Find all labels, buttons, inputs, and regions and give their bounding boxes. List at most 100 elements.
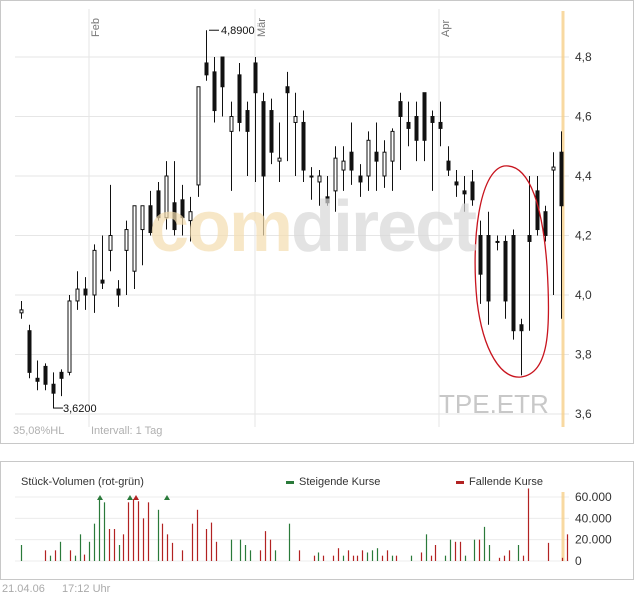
candle-body [229, 116, 234, 132]
candle [333, 146, 338, 212]
candle-body [503, 240, 508, 302]
candle [511, 229, 516, 340]
candle-body [527, 235, 532, 242]
candle-body [204, 62, 209, 76]
volume-overflow-arrow [97, 495, 103, 500]
candle [196, 86, 201, 197]
candle [237, 62, 242, 132]
candle [108, 184, 113, 272]
y-tick-label: 3,6 [575, 407, 592, 421]
candle [358, 164, 363, 197]
candle [293, 92, 298, 176]
y-tick-label: 4,2 [575, 229, 592, 243]
candle-body [253, 62, 258, 94]
month-label: Feb [90, 18, 102, 37]
candle-body [51, 383, 56, 394]
y-tick-label: 4,4 [575, 169, 592, 183]
candle [301, 110, 306, 182]
candle [261, 92, 266, 236]
candle [43, 363, 48, 391]
candle-body [462, 190, 467, 195]
candle [285, 71, 290, 162]
volume-title: Stück-Volumen (rot-grün) [21, 476, 144, 488]
candle [543, 205, 548, 242]
candle [277, 122, 282, 182]
candle [398, 92, 403, 171]
candle-body [430, 116, 435, 123]
candle [116, 280, 121, 307]
candle [124, 220, 129, 295]
candle [269, 98, 274, 165]
y-tick-label: 4,6 [575, 110, 592, 124]
indicator-label: 35,08%HL [13, 425, 65, 437]
candle [325, 176, 330, 206]
candle-body [172, 202, 177, 231]
candle-body [341, 160, 346, 171]
volume-overflow-arrow [164, 495, 170, 500]
volume-tick-label: 40.000 [575, 511, 612, 525]
candle [132, 205, 137, 290]
candle-body [285, 86, 290, 94]
candle [317, 170, 322, 206]
candle [164, 161, 169, 230]
price-chart: 3,6 3,8 4,0 4,2 4,4 4,6 4,8 Feb Mär Apr 4,8900 3,62… [15, 9, 592, 427]
candle [374, 122, 379, 191]
candle-body [19, 309, 24, 314]
interval-label: Intervall: 1 Tag [91, 425, 163, 437]
candle [27, 324, 32, 379]
candle [406, 101, 411, 147]
candle-body [309, 175, 314, 178]
candle-body [269, 110, 274, 153]
candle-body [245, 110, 250, 132]
candle [486, 211, 491, 325]
annotation-circle [474, 165, 550, 378]
candle [551, 152, 556, 295]
candle [309, 167, 314, 200]
candle-body [277, 157, 282, 162]
candle-body [132, 205, 137, 272]
candle [462, 176, 467, 212]
y-tick-label: 4,8 [575, 50, 592, 64]
footer-date: 21.04.06 [2, 583, 45, 595]
candle-body [470, 181, 475, 201]
candle-body [454, 181, 459, 186]
month-label: Mär [256, 18, 268, 37]
candle-body [180, 199, 185, 219]
candle [229, 101, 234, 191]
candle-body [551, 166, 556, 171]
candle-body [325, 196, 330, 204]
legend-up-swatch [286, 480, 294, 484]
candle-body [100, 279, 105, 284]
candle-body [390, 130, 395, 162]
price-chart-panel: 3,6 3,8 4,0 4,2 4,4 4,6 4,8 Feb Mär Apr 4,8900 3,62… [0, 0, 634, 444]
candle-body [414, 116, 419, 141]
candle-body [124, 229, 129, 251]
candle-body [382, 151, 387, 177]
candle [172, 161, 177, 236]
candle-body [374, 151, 379, 162]
candle [148, 190, 153, 236]
candle-body [35, 377, 40, 382]
candle-body [511, 235, 516, 332]
candle [503, 235, 508, 319]
candle [390, 128, 395, 191]
candle-body [478, 235, 483, 275]
candle [422, 92, 427, 162]
candle [75, 271, 80, 310]
candle-body [196, 86, 201, 186]
candle [253, 57, 258, 182]
candle [366, 131, 371, 191]
candle-body [301, 121, 306, 171]
candle-body [486, 235, 491, 302]
candle-body [43, 365, 48, 385]
volume-overflow-arrow [133, 495, 139, 500]
volume-overflow-arrow [127, 495, 133, 500]
candle [220, 56, 225, 117]
candle [414, 101, 419, 162]
candle-body [156, 190, 161, 219]
candle [35, 360, 40, 391]
candle [67, 295, 72, 376]
legend-down-swatch [456, 480, 464, 484]
candle-body [446, 160, 451, 171]
candle-body [293, 116, 298, 123]
